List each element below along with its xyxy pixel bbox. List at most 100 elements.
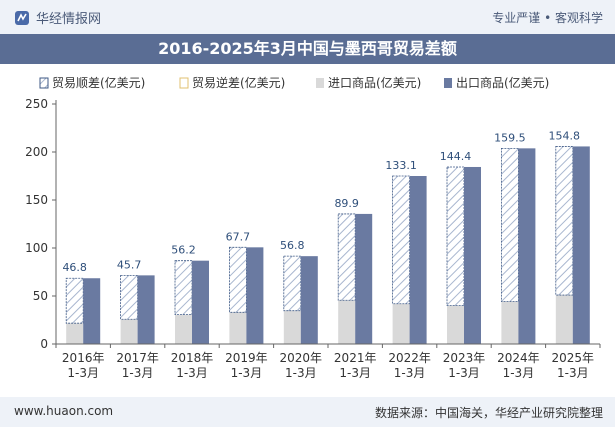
surplus-data-label: 46.8 [62,261,87,274]
x-tick-label-line: 1-3月 [285,366,317,380]
x-tick-label-line: 2017年 [116,351,159,365]
surplus-data-label: 154.8 [549,129,581,142]
surplus-data-label: 133.1 [385,159,417,172]
legend-item: 贸易逆差(亿美元) [179,75,285,90]
surplus-bar [120,274,138,320]
footer-site: www.huaon.com [14,404,114,418]
x-tick-label-line: 2021年 [334,351,377,365]
bars: 46.8 45.7 56.2 67.7 56.8 89.9 133.1 144.4 159.5 1… [62,129,590,344]
surplus-bar [283,255,302,312]
surplus-data-label: 89.9 [334,197,359,210]
surplus-bar [65,277,84,324]
chart-title: 2016-2025年3月中国与墨西哥贸易差额 [0,34,615,64]
x-tick-label: 2016年 1-3月 [62,351,105,380]
x-tick-label-line: 1-3月 [122,366,154,380]
x-tick-label-line: 1-3月 [448,366,480,380]
legend-item: 出口商品(亿美元) [444,75,549,90]
x-tick-label: 2024年 1-3月 [497,351,540,380]
import-bar [175,314,192,344]
x-tick-label-line: 1-3月 [176,366,208,380]
surplus-bar [446,166,465,306]
import-bar [392,303,410,344]
x-tick-label: 2021年 1-3月 [334,351,377,380]
x-tick-label-line: 1-3月 [67,366,99,380]
x-tick-label-line: 2020年 [280,351,323,365]
x-tick-label-line: 2016年 [62,351,105,365]
surplus-bar [392,175,411,305]
export-bar [246,247,264,344]
x-tick-label-line: 1-3月 [557,366,589,380]
legend-label: 出口商品(亿美元) [456,75,549,90]
legend-item: 贸易顺差(亿美元) [39,75,145,90]
export-bar [137,275,155,344]
y-axis: 0 50 100 150 200 250 [25,97,57,351]
x-tick-label: 2022年 1-3月 [388,351,431,380]
export-bar [83,278,101,344]
legend: 贸易顺差(亿美元) 贸易逆差(亿美元) 进口商品(亿美元) 出口商品(亿美元) [39,75,549,90]
y-tick-label: 200 [25,145,48,159]
x-tick-label: 2018年 1-3月 [171,351,214,380]
import-bar [338,300,356,344]
surplus-bar [174,260,193,316]
y-tick-label: 50 [33,289,48,303]
x-tick-label: 2023年 1-3月 [443,351,486,380]
x-tick-label: 2025年 1-3月 [552,351,595,380]
x-tick-label-line: 1-3月 [339,366,371,380]
export-bar [464,166,481,344]
y-tick-label: 0 [40,337,48,351]
brand: 华经情报网 [14,8,101,27]
export-bar [572,146,590,344]
legend-swatch [179,77,189,89]
legend-label: 贸易顺差(亿美元) [52,75,145,90]
surplus-bar [337,213,356,301]
import-bar [447,305,464,344]
footer-source: 数据来源：中国海关，华经产业研究院整理 [374,406,603,420]
x-tick-label-line: 1-3月 [503,366,535,380]
surplus-data-label: 144.4 [440,150,472,163]
x-tick-label-line: 1-3月 [231,366,263,380]
x-tick-label-line: 2024年 [497,351,540,365]
legend-label: 进口商品(亿美元) [328,75,421,90]
import-bar [501,301,519,344]
legend-swatch [39,77,49,89]
import-bar [283,310,301,344]
surplus-data-label: 67.7 [226,230,251,243]
export-bar [355,213,373,344]
chart: 贸易顺差(亿美元) 贸易逆差(亿美元) 进口商品(亿美元) 出口商品(亿美元) 0 50… [25,75,601,380]
x-tick-label-line: 2019年 [225,351,268,365]
legend-swatch [316,78,324,88]
surplus-data-label: 56.2 [171,244,196,257]
surplus-bar [228,246,247,313]
surplus-data-label: 45.7 [117,258,142,271]
x-tick-label-line: 2023年 [443,351,486,365]
brand-name: 华经情报网 [36,12,102,27]
import-bar [229,312,247,344]
legend-swatch [444,78,452,88]
export-bar [518,148,536,344]
x-tick-label-line: 1-3月 [394,366,426,380]
export-bar [409,176,427,344]
import-bar [66,323,84,344]
footer: www.huaon.com 数据来源：中国海关，华经产业研究院整理 [0,397,615,427]
surplus-data-label: 159.5 [494,131,526,144]
x-tick-label: 2019年 1-3月 [225,351,268,380]
import-bar [120,319,138,344]
brand-logo-icon [15,10,29,25]
legend-item: 进口商品(亿美元) [316,75,421,90]
top-banner: 华经情报网 专业严谨 • 客观科学 [0,0,615,34]
legend-label: 贸易逆差(亿美元) [192,75,285,90]
import-bar [555,295,573,344]
y-tick-label: 250 [25,97,48,111]
x-tick-label: 2017年 1-3月 [116,351,159,380]
x-tick-label-line: 2022年 [388,351,431,365]
export-bar [192,260,209,344]
y-tick-label: 100 [25,241,48,255]
x-tick-label: 2020年 1-3月 [280,351,323,380]
tagline: 专业严谨 • 客观科学 [492,11,603,25]
surplus-data-label: 56.8 [280,239,305,252]
x-tick-label-line: 2018年 [171,351,214,365]
x-tick-label-line: 2025年 [552,351,595,365]
surplus-bar [555,146,574,296]
surplus-bar [500,147,519,302]
